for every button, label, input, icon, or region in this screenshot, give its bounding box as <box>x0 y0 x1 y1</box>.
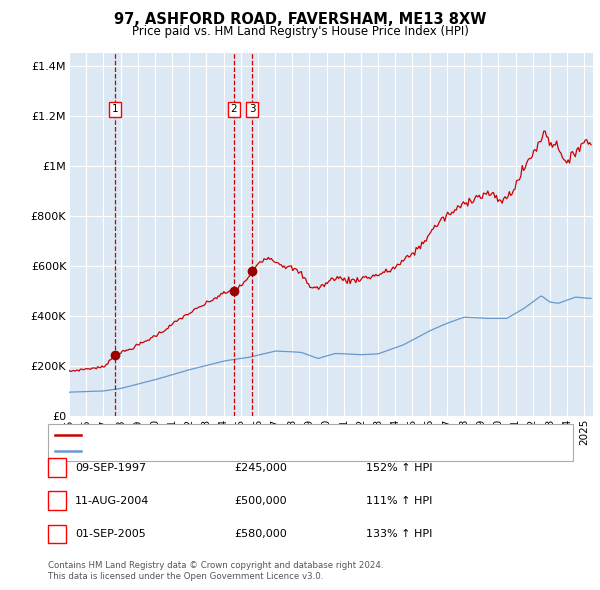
Text: £580,000: £580,000 <box>234 529 287 539</box>
Text: This data is licensed under the Open Government Licence v3.0.: This data is licensed under the Open Gov… <box>48 572 323 581</box>
Text: 97, ASHFORD ROAD, FAVERSHAM, ME13 8XW: 97, ASHFORD ROAD, FAVERSHAM, ME13 8XW <box>114 12 486 27</box>
Text: 97, ASHFORD ROAD, FAVERSHAM, ME13 8XW (detached house): 97, ASHFORD ROAD, FAVERSHAM, ME13 8XW (d… <box>84 430 401 440</box>
Text: 09-SEP-1997: 09-SEP-1997 <box>75 463 146 473</box>
Text: £500,000: £500,000 <box>234 496 287 506</box>
Text: 1: 1 <box>53 463 61 473</box>
Text: Contains HM Land Registry data © Crown copyright and database right 2024.: Contains HM Land Registry data © Crown c… <box>48 561 383 570</box>
Text: 11-AUG-2004: 11-AUG-2004 <box>75 496 149 506</box>
Text: 2: 2 <box>231 104 238 114</box>
Text: 2: 2 <box>53 496 61 506</box>
Text: 152% ↑ HPI: 152% ↑ HPI <box>366 463 433 473</box>
Text: HPI: Average price, detached house, Swale: HPI: Average price, detached house, Swal… <box>84 446 298 456</box>
Text: 111% ↑ HPI: 111% ↑ HPI <box>366 496 433 506</box>
Text: 3: 3 <box>249 104 256 114</box>
Text: 01-SEP-2005: 01-SEP-2005 <box>75 529 146 539</box>
Text: Price paid vs. HM Land Registry's House Price Index (HPI): Price paid vs. HM Land Registry's House … <box>131 25 469 38</box>
Text: £245,000: £245,000 <box>234 463 287 473</box>
Text: 1: 1 <box>112 104 119 114</box>
Text: 3: 3 <box>53 529 61 539</box>
Text: 133% ↑ HPI: 133% ↑ HPI <box>366 529 433 539</box>
